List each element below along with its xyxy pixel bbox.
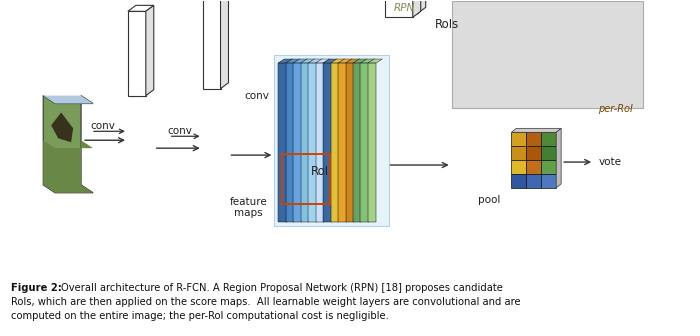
- Text: pool: pool: [478, 195, 500, 205]
- Polygon shape: [43, 96, 93, 103]
- Polygon shape: [279, 59, 293, 63]
- Polygon shape: [360, 63, 369, 221]
- Bar: [541, 160, 556, 174]
- Bar: [526, 132, 541, 146]
- Polygon shape: [368, 63, 377, 221]
- Text: Figure 2:: Figure 2:: [11, 283, 66, 293]
- Polygon shape: [418, 0, 426, 13]
- Bar: [274, 55, 389, 225]
- Polygon shape: [293, 63, 302, 221]
- Bar: [526, 174, 541, 188]
- Polygon shape: [308, 63, 316, 221]
- Polygon shape: [385, 0, 413, 17]
- Text: RoI: RoI: [311, 165, 329, 178]
- Polygon shape: [128, 5, 154, 11]
- Polygon shape: [43, 140, 93, 193]
- Polygon shape: [512, 128, 561, 132]
- Text: conv: conv: [244, 91, 269, 100]
- Polygon shape: [128, 11, 146, 96]
- Polygon shape: [286, 63, 294, 221]
- Polygon shape: [146, 5, 154, 96]
- Text: vote: vote: [599, 157, 622, 167]
- Polygon shape: [338, 59, 353, 63]
- Text: Overall architecture of R-FCN. A Region Proposal Network (RPN) [18] proposes can: Overall architecture of R-FCN. A Region …: [61, 283, 503, 293]
- Polygon shape: [316, 59, 330, 63]
- Polygon shape: [286, 59, 300, 63]
- Bar: [512, 146, 526, 160]
- Polygon shape: [293, 59, 308, 63]
- Polygon shape: [353, 59, 368, 63]
- Polygon shape: [308, 59, 323, 63]
- Bar: [282, 154, 330, 204]
- Polygon shape: [413, 0, 421, 17]
- Text: RoIs: RoIs: [435, 18, 459, 31]
- Polygon shape: [353, 63, 361, 221]
- Polygon shape: [360, 59, 375, 63]
- Polygon shape: [316, 63, 324, 221]
- Bar: [541, 132, 556, 146]
- Bar: [541, 174, 556, 188]
- Text: computed on the entire image; the per-RoI computational cost is negligible.: computed on the entire image; the per-Ro…: [11, 311, 389, 321]
- Bar: [452, 1, 643, 109]
- Polygon shape: [43, 96, 93, 193]
- Polygon shape: [220, 0, 228, 89]
- Polygon shape: [301, 59, 315, 63]
- Polygon shape: [323, 63, 332, 221]
- Polygon shape: [279, 63, 287, 221]
- Polygon shape: [346, 63, 354, 221]
- Polygon shape: [330, 63, 339, 221]
- Polygon shape: [556, 128, 561, 188]
- Polygon shape: [330, 59, 345, 63]
- Bar: [512, 174, 526, 188]
- Text: RPN: RPN: [394, 3, 415, 13]
- Bar: [512, 132, 526, 146]
- Text: per-RoI: per-RoI: [598, 104, 633, 115]
- Polygon shape: [368, 59, 382, 63]
- Bar: [526, 146, 541, 160]
- Bar: [526, 160, 541, 174]
- Polygon shape: [338, 63, 346, 221]
- Polygon shape: [390, 0, 418, 13]
- Text: conv: conv: [90, 121, 116, 131]
- Text: conv: conv: [167, 126, 192, 136]
- Polygon shape: [51, 113, 73, 142]
- Polygon shape: [202, 0, 220, 89]
- Bar: [541, 146, 556, 160]
- Bar: [512, 160, 526, 174]
- Polygon shape: [301, 63, 309, 221]
- Text: feature
maps: feature maps: [230, 197, 267, 218]
- Text: RoIs, which are then applied on the score maps.  All learnable weight layers are: RoIs, which are then applied on the scor…: [11, 297, 521, 307]
- Polygon shape: [323, 59, 337, 63]
- Polygon shape: [346, 59, 360, 63]
